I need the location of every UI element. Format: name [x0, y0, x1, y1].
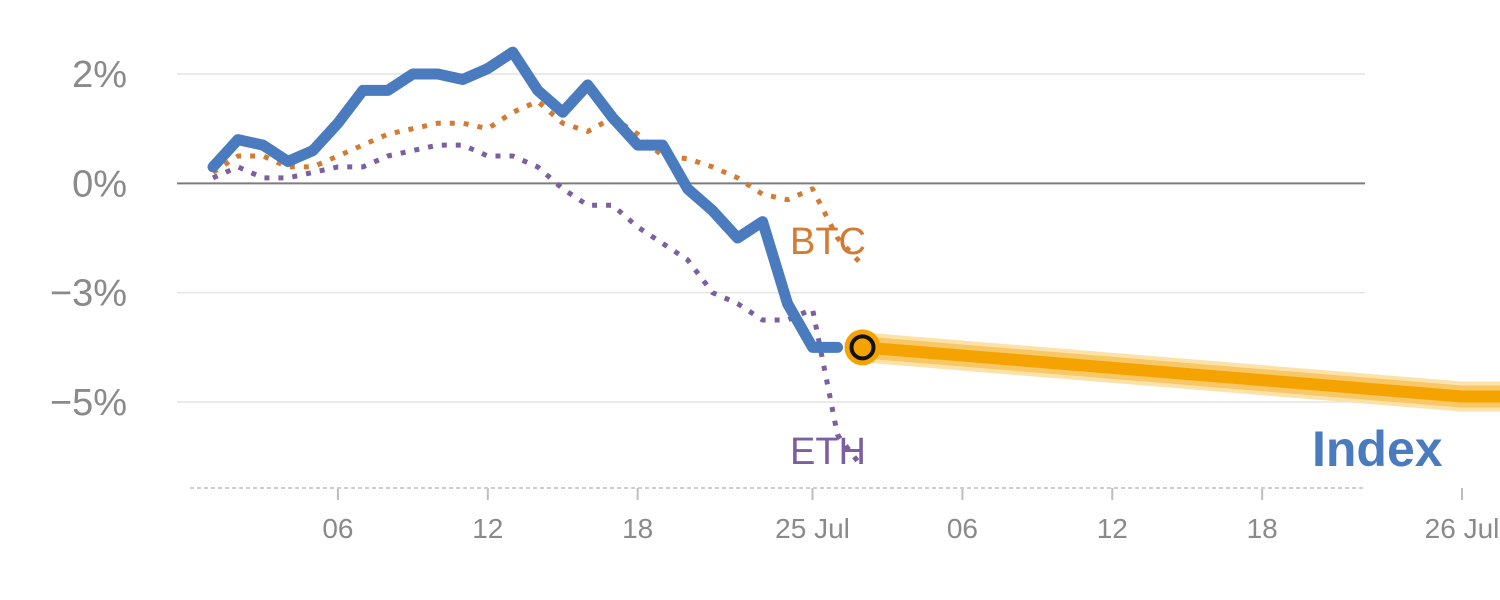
- gridlines: [177, 73, 1365, 403]
- y-tick-label: 0%: [72, 163, 127, 205]
- label-index: Index: [1312, 421, 1443, 477]
- series-lines: [207, 46, 865, 470]
- x-tick-label: 18: [622, 513, 653, 544]
- x-tick-label: 12: [1097, 513, 1128, 544]
- x-tick-label: 26 Jul: [1425, 513, 1500, 544]
- series-eth: [211, 142, 865, 470]
- x-tick-label: 06: [947, 513, 978, 544]
- last-value-marker: [844, 329, 881, 366]
- x-axis-ticks: 06 12 18 25 Jul 06 12 18 26 Jul: [322, 488, 1499, 544]
- x-tick-label: 25 Jul: [775, 513, 850, 544]
- label-btc: BTC: [790, 221, 866, 263]
- x-tick-label: 06: [322, 513, 353, 544]
- x-tick-label: 18: [1247, 513, 1278, 544]
- label-eth: ETH: [790, 431, 866, 473]
- series-btc: [211, 98, 865, 268]
- y-tick-label: −5%: [50, 382, 127, 424]
- index-forecast: [861, 332, 1500, 412]
- forecast-line: [861, 341, 1500, 403]
- x-tick-label: 12: [472, 513, 503, 544]
- series-index: [207, 46, 843, 353]
- y-tick-label: −3%: [50, 273, 127, 315]
- y-tick-label: 2%: [72, 54, 127, 96]
- y-axis-ticks: 2% 0% −3% −5%: [50, 54, 127, 424]
- marker-dot: [849, 334, 876, 361]
